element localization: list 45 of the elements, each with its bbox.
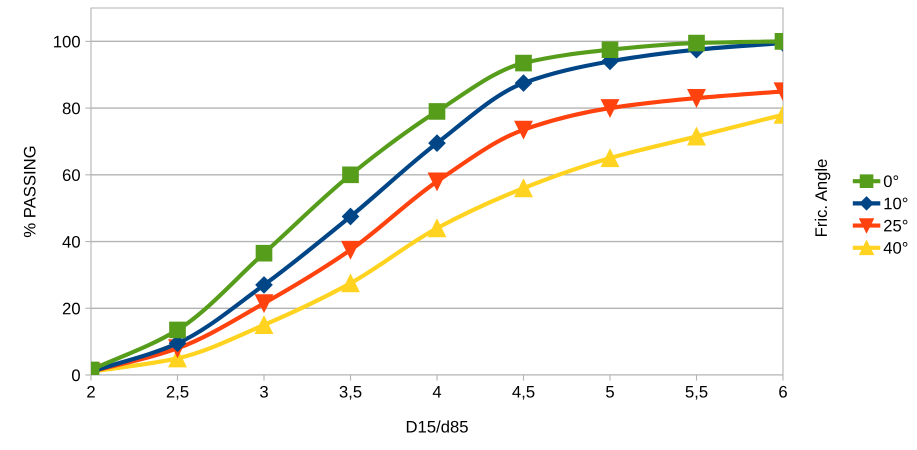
point xyxy=(428,103,446,120)
point xyxy=(341,274,360,292)
point xyxy=(515,54,532,72)
x-tick-label: 5 xyxy=(606,386,614,398)
legend-label: 10° xyxy=(884,198,908,210)
point xyxy=(342,166,359,184)
y-tick-label: 80 xyxy=(62,102,80,114)
point xyxy=(514,179,533,198)
x-tick-label: 4,5 xyxy=(512,386,534,400)
point xyxy=(687,89,706,108)
legend-title: Fric. Angle xyxy=(814,159,830,236)
y-tick-label: 40 xyxy=(62,236,80,248)
x-tick-label: 3,5 xyxy=(340,386,362,400)
x-tick-label: 2 xyxy=(87,386,95,398)
x-tick-label: 6 xyxy=(779,386,787,398)
x-tick-label: 2,5 xyxy=(166,386,188,400)
point xyxy=(254,316,274,334)
legend-label: 25° xyxy=(884,220,908,232)
legend-label: 0° xyxy=(884,175,898,188)
point xyxy=(514,74,532,92)
point xyxy=(428,219,446,238)
point xyxy=(169,322,186,338)
point xyxy=(514,120,533,139)
point xyxy=(602,41,618,58)
point xyxy=(254,294,274,312)
point xyxy=(428,172,446,191)
y-tick-label: 60 xyxy=(62,169,80,182)
x-tick-label: 4 xyxy=(432,386,442,398)
point xyxy=(428,134,446,152)
x-tick-label: 3 xyxy=(260,386,268,398)
y-axis-title: % PASSING xyxy=(24,146,36,238)
y-tick-label: 0 xyxy=(72,369,80,382)
point xyxy=(342,208,360,226)
point xyxy=(256,244,272,262)
point xyxy=(688,34,705,52)
point xyxy=(341,240,360,259)
y-tick-label: 100 xyxy=(54,36,80,48)
y-tick-label: 20 xyxy=(62,302,80,314)
point xyxy=(687,127,706,146)
x-axis-title: D15/d85 xyxy=(406,420,468,433)
point xyxy=(600,149,620,168)
legend-label: 40° xyxy=(884,242,908,254)
x-tick-label: 5,5 xyxy=(686,386,708,400)
point xyxy=(600,99,620,118)
point xyxy=(255,276,273,294)
